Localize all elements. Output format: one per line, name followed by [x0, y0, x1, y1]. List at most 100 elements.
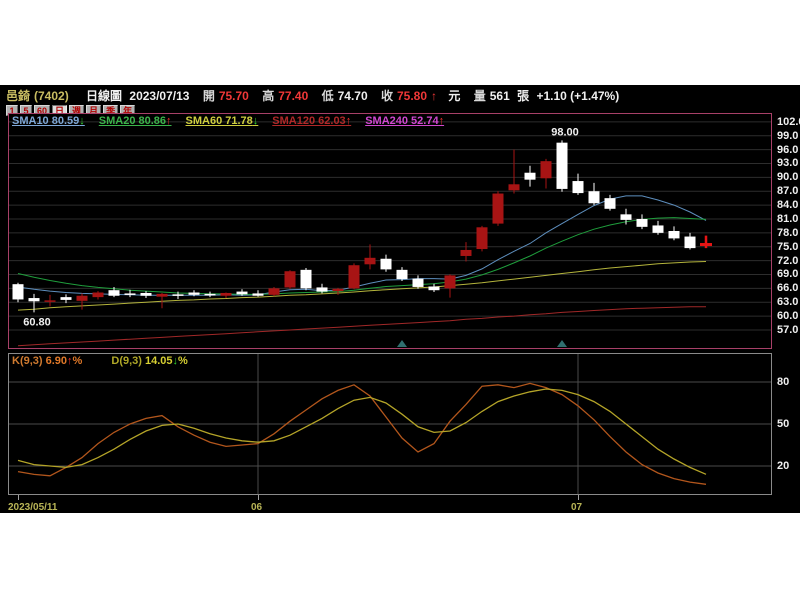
candle-05/11: [12, 284, 24, 300]
candle-06/19: [444, 275, 456, 289]
d-readout: D(9,3) 14.05↓%: [111, 355, 187, 367]
unit-label: 元: [448, 89, 461, 103]
candle-06/15: [412, 278, 424, 287]
candle-06/28: [524, 172, 536, 180]
candle-05/25: [172, 294, 184, 296]
time-tick-label: 07: [571, 502, 583, 513]
candle-05/23: [140, 292, 152, 296]
candle-05/24: [156, 293, 168, 297]
sma-legend-sma60: SMA60 71.78↓: [185, 115, 259, 127]
candle-06/14: [396, 269, 408, 280]
price-tick-label: 84.0: [777, 199, 799, 212]
kd-tick-label: 80: [777, 376, 790, 388]
time-tick: [18, 495, 19, 500]
candle-05/19: [108, 290, 120, 296]
price-annotation: 60.80: [23, 316, 51, 328]
ma-line-sma120: [17, 306, 706, 347]
volume-value: 561: [489, 89, 510, 103]
d-label: D(9,3): [111, 355, 142, 367]
candle-06/07: [316, 287, 328, 292]
price-annotation: 98.00: [551, 126, 579, 138]
kd-line-k(9,3): [17, 382, 707, 485]
k-percent: %: [72, 355, 83, 367]
price-tick-label: 63.0: [777, 296, 799, 309]
main-chart-panel[interactable]: 60.80 98.00 SMA10 80.59↓ SMA20 80.86↑ SMA60…: [8, 113, 772, 349]
candle-05/26: [188, 292, 200, 295]
price-tick-label: 69.0: [777, 268, 799, 281]
k-readout: K(9,3) 6.90↑%: [12, 355, 85, 367]
ma-line-sma10: [17, 195, 707, 296]
candle-05/29: [204, 293, 216, 296]
price-tick-label: 96.0: [777, 143, 799, 156]
candle-06/08: [332, 288, 344, 292]
candle-06/21: [476, 227, 488, 250]
candlestick-chart[interactable]: 60.80 98.00: [9, 114, 771, 348]
high-value: 77.40: [278, 89, 309, 103]
sma-legend-sma240: SMA240 52.74↑: [365, 115, 445, 127]
change-value: +1.10 (+1.47%): [536, 89, 620, 103]
d-down-arrow-icon: ↓: [172, 355, 179, 367]
price-tick-label: 72.0: [777, 254, 799, 267]
time-tick-label: 06: [251, 502, 263, 513]
candle-06/30: [556, 142, 568, 189]
price-tick-label: 66.0: [777, 282, 799, 295]
k-up-arrow-icon: ↑: [67, 355, 73, 367]
candle-06/27: [508, 184, 520, 191]
time-tick: [258, 495, 259, 500]
candle-06/01: [252, 293, 264, 296]
candle-07/05: [604, 198, 616, 209]
candle-07/03: [572, 181, 584, 194]
candle-06/29: [540, 161, 552, 179]
candle-06/09: [348, 265, 360, 289]
kd-line-d(9,3): [17, 388, 707, 475]
ma-line-sma20: [17, 217, 707, 295]
price-tick-label: 78.0: [777, 226, 799, 239]
candle-07/07: [636, 218, 648, 227]
kd-chart-panel[interactable]: K(9,3) 6.90↑% D(9,3) 14.05↓%: [8, 353, 772, 495]
d-value: 14.05: [145, 355, 173, 367]
time-tick-label: 2023/05/11: [8, 502, 58, 513]
candle-06/16: [428, 286, 440, 291]
candle-07/11: [668, 231, 680, 239]
price-tick-label: 75.0: [777, 240, 799, 253]
period-toolbar: 1 5 60 日週月季年: [6, 101, 137, 116]
candle-06/02: [268, 288, 280, 295]
close-label: 收: [380, 89, 393, 103]
today-candle-body: [700, 243, 712, 247]
chart-type-label: 日線圖: [86, 89, 123, 103]
price-tick-label: 87.0: [777, 185, 799, 198]
price-tick-label: 102.0: [777, 115, 800, 128]
price-tick-label: 60.0: [777, 310, 799, 323]
price-tick-label: 99.0: [777, 129, 799, 142]
candle-05/30: [220, 292, 232, 296]
trade-date: 2023/07/13: [129, 89, 190, 103]
candle-07/06: [620, 214, 632, 220]
low-value: 74.70: [337, 89, 368, 103]
candle-07/10: [652, 225, 664, 233]
sma-legend-sma20: SMA20 80.86↑: [98, 115, 172, 127]
candle-05/17: [76, 295, 88, 301]
event-marker-icon: [557, 340, 567, 347]
high-label: 高: [262, 89, 275, 103]
candle-05/18: [92, 292, 104, 298]
candle-05/22: [124, 293, 136, 295]
kd-tick-label: 50: [777, 418, 790, 430]
sma-legend-sma120: SMA120 62.03↑: [272, 115, 352, 127]
candle-06/13: [380, 258, 392, 270]
time-tick: [578, 495, 579, 500]
price-tick-label: 81.0: [777, 212, 799, 225]
price-tick-label: 90.0: [777, 171, 799, 184]
candle-07/04: [588, 191, 600, 204]
candle-06/05: [284, 271, 296, 288]
volume-unit: 張: [517, 89, 530, 103]
candle-05/16: [60, 297, 72, 300]
sma-legend: SMA10 80.59↓ SMA20 80.86↑ SMA60 71.78↓ SMA1…: [12, 115, 458, 127]
candle-05/12: [28, 298, 40, 302]
kd-chart[interactable]: [9, 354, 771, 494]
k-label: K(9,3): [12, 355, 43, 367]
candle-05/31: [236, 291, 248, 295]
event-marker-icon: [397, 340, 407, 347]
d-percent: %: [178, 355, 188, 367]
sma-legend-sma10: SMA10 80.59↓: [12, 115, 85, 127]
